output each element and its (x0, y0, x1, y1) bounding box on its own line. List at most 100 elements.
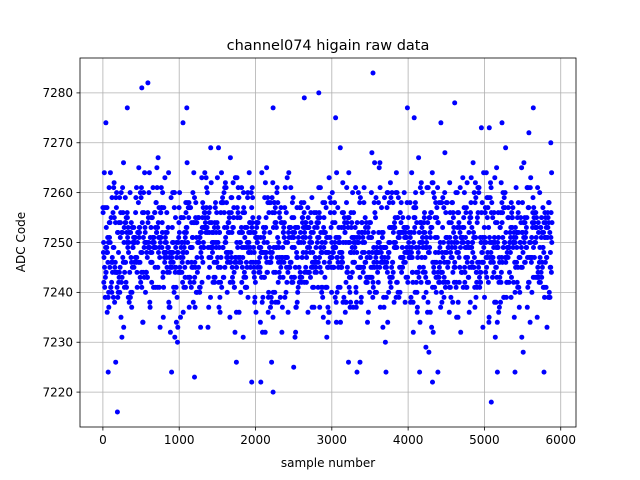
data-point (433, 259, 439, 265)
data-point (519, 165, 525, 171)
data-point (121, 324, 127, 330)
data-point (443, 210, 449, 216)
data-point (411, 230, 417, 235)
data-point (444, 250, 450, 255)
data-point (502, 240, 508, 245)
data-point (512, 289, 518, 295)
data-point (409, 250, 414, 255)
data-point (204, 185, 210, 191)
data-point (254, 225, 260, 230)
data-point (456, 210, 462, 216)
data-point-outlier (494, 369, 500, 375)
data-point (295, 289, 301, 295)
data-point-outlier (411, 115, 417, 121)
data-point (469, 245, 475, 250)
data-point (456, 220, 462, 226)
data-point (471, 190, 477, 196)
data-point (307, 235, 313, 240)
data-point (426, 250, 432, 255)
data-point-outlier (452, 100, 458, 106)
data-point (478, 269, 484, 275)
data-point (470, 250, 476, 255)
data-point (468, 200, 474, 206)
data-point-outlier (499, 120, 505, 126)
data-point (482, 294, 487, 300)
data-point (101, 170, 107, 176)
data-point (343, 279, 349, 285)
data-point (265, 195, 271, 201)
data-point (169, 225, 175, 230)
data-point (531, 220, 537, 226)
data-point (257, 319, 263, 325)
data-point (160, 314, 166, 320)
data-point (342, 309, 348, 315)
data-point (186, 304, 192, 310)
data-point (155, 264, 161, 270)
data-point (290, 195, 296, 201)
data-point (483, 170, 489, 176)
data-point (319, 250, 325, 255)
data-point (175, 250, 181, 255)
data-point (332, 240, 338, 245)
data-point (413, 205, 419, 211)
data-point (385, 319, 391, 325)
data-point (453, 235, 459, 240)
data-point (431, 264, 437, 270)
data-point (405, 274, 411, 280)
data-point (364, 279, 370, 285)
data-point (318, 269, 324, 275)
data-point (107, 170, 113, 176)
data-point (275, 235, 281, 240)
data-point (470, 160, 476, 166)
data-point (203, 175, 209, 181)
data-point (355, 190, 361, 196)
data-point (221, 210, 227, 216)
data-point (198, 250, 204, 255)
data-point (332, 294, 338, 300)
data-point (184, 160, 190, 166)
data-point (468, 210, 473, 216)
data-point (175, 324, 181, 330)
data-point (357, 195, 363, 201)
data-point (164, 230, 170, 235)
data-point (268, 259, 274, 265)
data-point (350, 190, 356, 196)
data-point (416, 230, 422, 235)
data-point (176, 205, 182, 211)
data-point (496, 235, 501, 240)
data-point (476, 185, 482, 191)
data-point (172, 334, 178, 340)
data-point (138, 279, 144, 285)
data-point (134, 255, 140, 260)
data-point (208, 255, 214, 260)
data-point (445, 259, 451, 265)
data-point (413, 279, 419, 285)
data-point (190, 190, 196, 196)
data-point (136, 235, 142, 240)
data-point (118, 190, 124, 196)
data-point (339, 250, 345, 255)
data-point (143, 269, 149, 275)
data-point (147, 299, 153, 305)
data-point-outlier (370, 70, 376, 76)
data-point (321, 245, 327, 250)
data-point (399, 245, 405, 250)
data-point (488, 185, 494, 191)
data-point (524, 304, 530, 310)
data-point (344, 220, 350, 226)
data-point (427, 245, 433, 250)
data-point (174, 255, 180, 260)
data-point (235, 245, 241, 250)
data-point (356, 235, 362, 240)
data-point (101, 255, 107, 260)
data-point (108, 284, 114, 290)
data-point (496, 304, 502, 310)
data-point (325, 319, 331, 325)
data-point (268, 294, 274, 300)
data-point (545, 215, 551, 221)
data-point (325, 304, 331, 310)
data-point (509, 274, 514, 280)
data-point (464, 259, 470, 265)
data-point (357, 200, 363, 206)
data-point (541, 230, 547, 235)
